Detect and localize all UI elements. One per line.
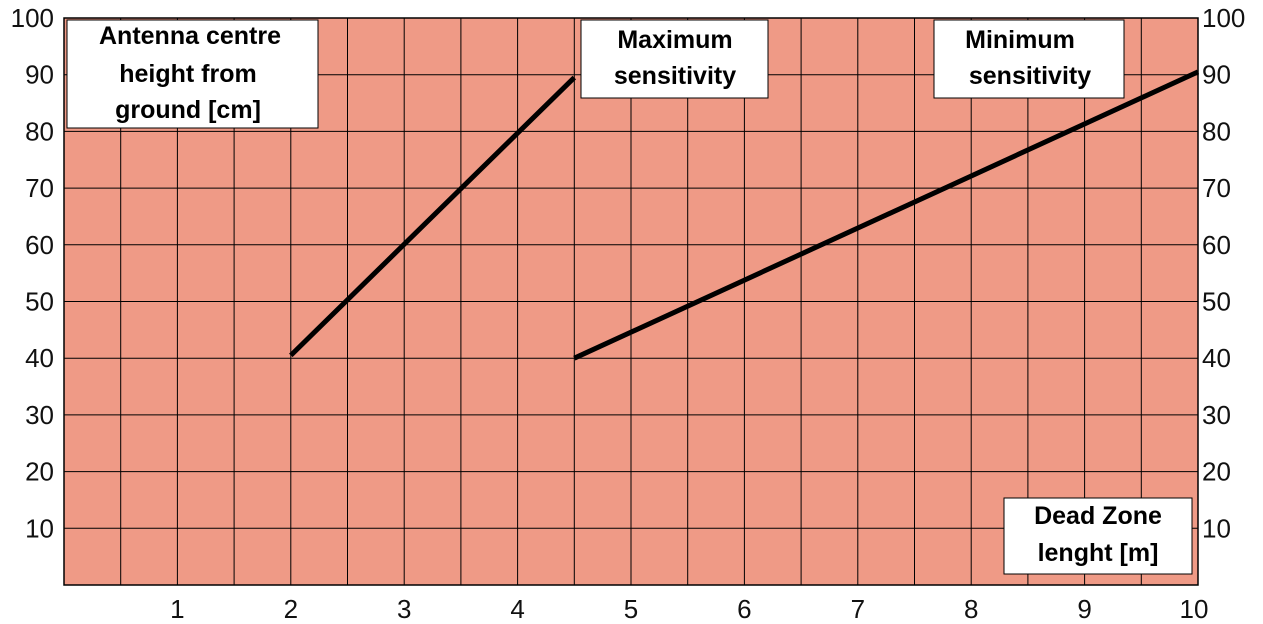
x-tick-label: 9 (1077, 594, 1091, 624)
y-tick-label-left: 10 (25, 513, 54, 543)
ylabel-box: Antenna centre height from ground [cm] (66, 19, 319, 129)
x-tick-label: 8 (964, 594, 978, 624)
y-tick-label-right: 100 (1202, 3, 1245, 33)
x-tick-label: 1 (170, 594, 184, 624)
y-tick-label-right: 30 (1202, 400, 1231, 430)
legend-minimum-line-2: sensitivity (969, 62, 1091, 90)
legend-minimum-line-1: Minimum (965, 26, 1075, 54)
y-tick-label-left: 30 (25, 400, 54, 430)
legend-minimum-box: Minimum sensitivity (933, 19, 1125, 99)
series-group (289, 69, 1200, 361)
x-tick-label: 2 (284, 594, 298, 624)
xlabel-line-2: lenght [m] (1038, 539, 1159, 567)
y-tick-label-left: 90 (25, 60, 54, 90)
ylabel-line-2: height from (119, 60, 257, 88)
y-tick-label-left: 60 (25, 230, 54, 260)
legend-maximum-line-2: sensitivity (614, 62, 736, 90)
x-tick-label: 10 (1180, 594, 1209, 624)
y-tick-label-right: 10 (1202, 513, 1231, 543)
y-tick-label-right: 80 (1202, 116, 1231, 146)
x-tick-label: 3 (397, 594, 411, 624)
x-tick-label: 5 (624, 594, 638, 624)
legend-maximum-line-1: Maximum (617, 26, 732, 54)
y-tick-label-left: 100 (11, 3, 54, 33)
y-tick-label-left: 70 (25, 173, 54, 203)
ylabel-line-1: Antenna centre (99, 22, 281, 50)
xlabel-box: Dead Zone lenght [m] (1003, 497, 1193, 575)
xlabel-line-1: Dead Zone (1034, 502, 1162, 530)
tick-labels: 10 10 20 20 30 30 40 40 50 50 60 60 70 70 80 80 90 90 100 1… (11, 3, 1246, 624)
y-tick-label-right: 90 (1202, 60, 1231, 90)
y-tick-label-right: 20 (1202, 457, 1231, 487)
legend-maximum-box: Maximum sensitivity (580, 19, 769, 99)
y-tick-label-left: 50 (25, 287, 54, 317)
plot-border (63, 17, 1199, 586)
y-tick-label-right: 40 (1202, 343, 1231, 373)
x-tick-label: 4 (510, 594, 524, 624)
x-tick-label: 6 (737, 594, 751, 624)
y-tick-label-right: 70 (1202, 173, 1231, 203)
series-line-minimum-sensitivity (573, 69, 1200, 361)
ylabel-line-3: ground [cm] (115, 96, 261, 124)
y-tick-label-left: 20 (25, 457, 54, 487)
y-tick-label-left: 40 (25, 343, 54, 373)
y-tick-label-right: 60 (1202, 230, 1231, 260)
y-tick-label-right: 50 (1202, 287, 1231, 317)
series-line-maximum-sensitivity (289, 75, 577, 358)
y-tick-label-left: 80 (25, 116, 54, 146)
x-tick-label: 7 (851, 594, 865, 624)
